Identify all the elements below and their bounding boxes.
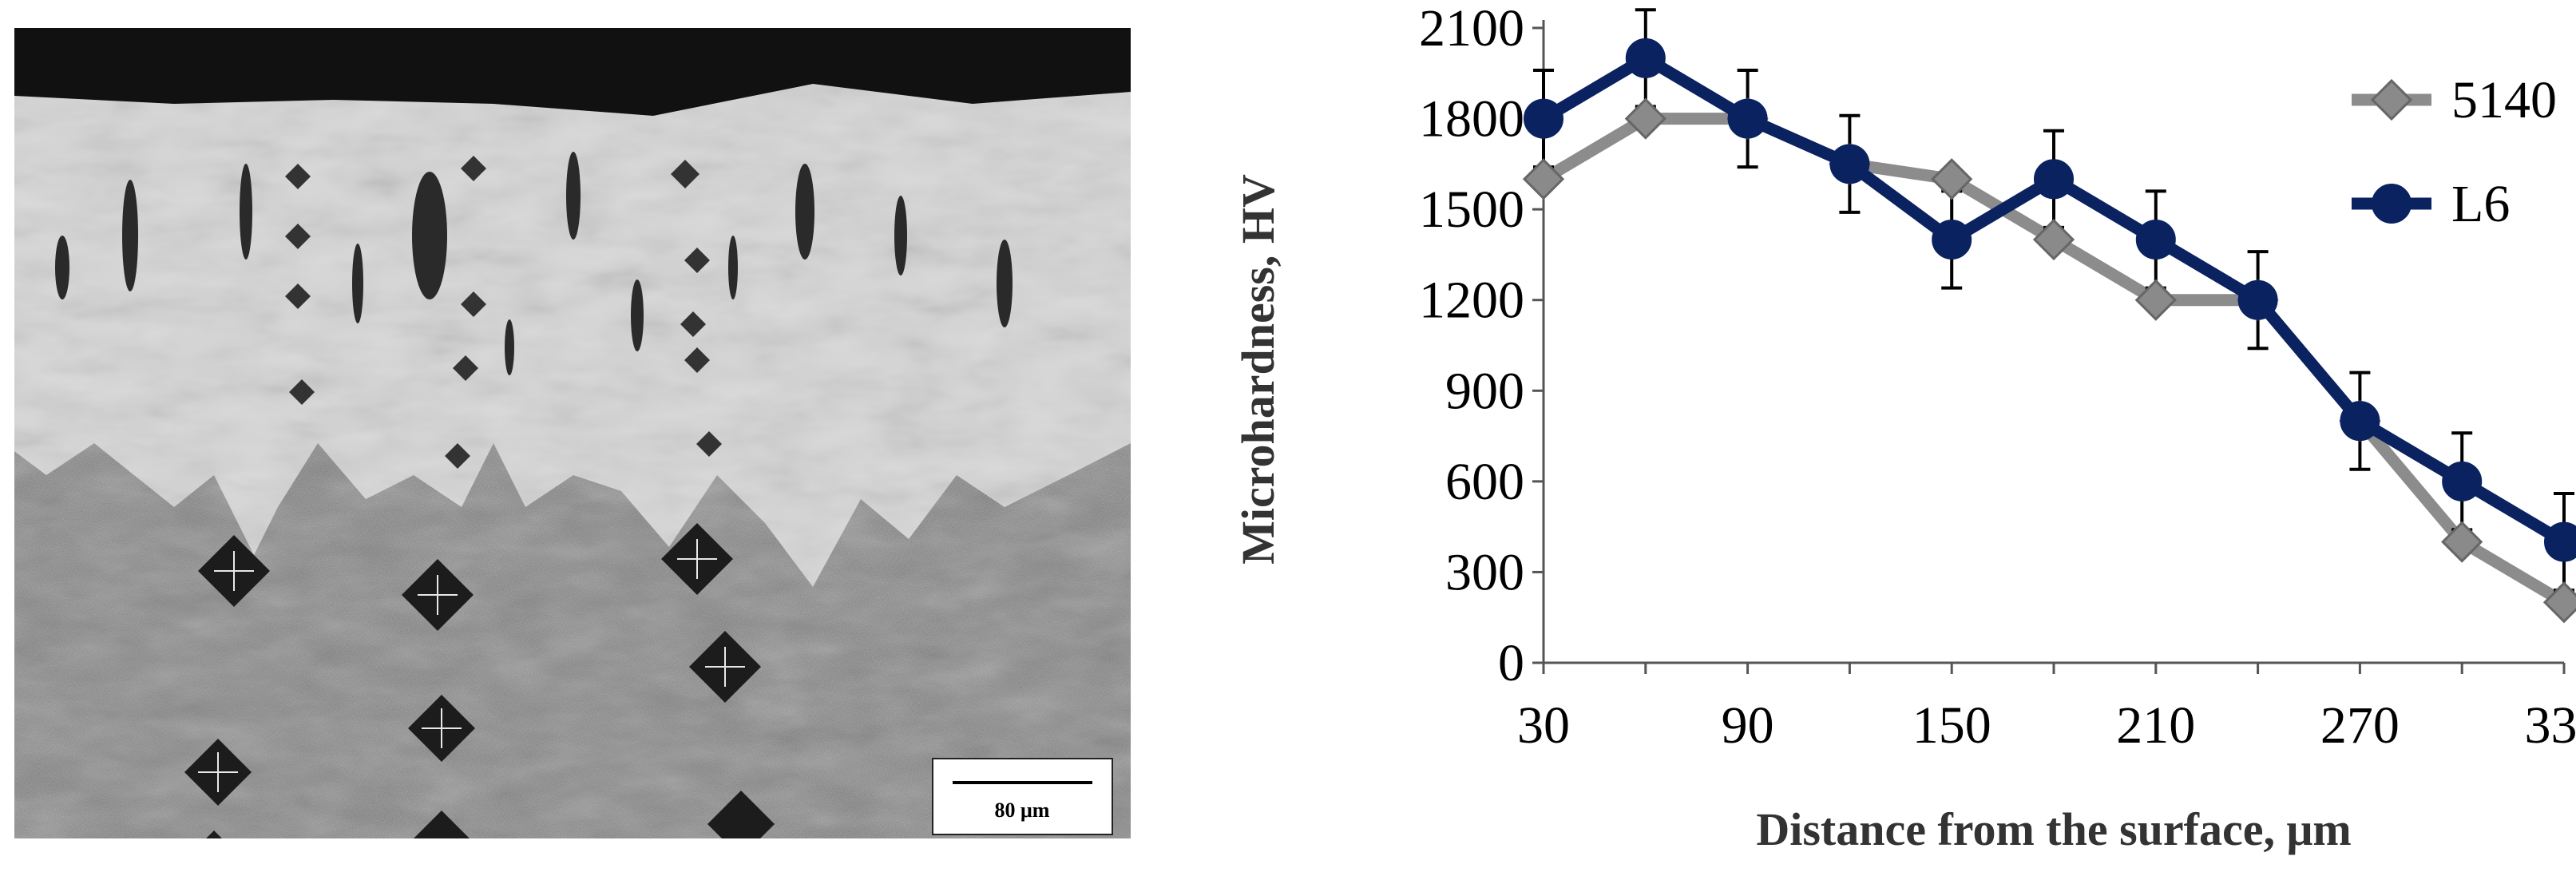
chart-legend: 5140 L6	[2352, 71, 2557, 233]
legend-l6-label: L6	[2451, 175, 2510, 233]
chart-svg: 0 300 600 900 1200 1500 1800 2100 30 90 150 210 270 3…	[1198, 0, 2576, 872]
micrograph-shading	[14, 28, 1131, 838]
legend-l6-marker	[2372, 184, 2411, 223]
series-l6-point	[2340, 402, 2379, 440]
series-l6-point	[1524, 100, 1563, 138]
series-l6-point	[1830, 145, 1869, 183]
series-l6-point	[1729, 100, 1767, 138]
series-l6-point	[2035, 160, 2073, 198]
surface-edge	[14, 28, 1131, 116]
y-tick-label: 1200	[1419, 272, 1524, 330]
micrograph-svg: 80 μm	[14, 28, 1131, 838]
series-l6-point	[2443, 462, 2481, 501]
y-tick-label: 1800	[1419, 90, 1524, 149]
x-tick-label: 90	[1722, 696, 1774, 755]
series-l6-point	[2545, 523, 2576, 561]
x-tick-label: 210	[2116, 696, 2195, 755]
y-tick-label: 300	[1445, 543, 1524, 601]
x-tick-label: 30	[1517, 696, 1570, 755]
legend-5140-label: 5140	[2451, 71, 2557, 129]
y-tick-label: 2100	[1419, 0, 1524, 57]
scale-bar: 80 μm	[933, 759, 1112, 834]
y-tick-label: 900	[1445, 362, 1524, 420]
legend-5140-marker	[2372, 81, 2411, 119]
y-tick-label: 1500	[1419, 180, 1524, 239]
y-tick-label: 600	[1445, 453, 1524, 511]
y-axis-title: Microhardness, HV	[1232, 174, 1284, 565]
x-axis-title: Distance from the surface, μm	[1756, 803, 2351, 855]
y-tick-label: 0	[1498, 634, 1524, 692]
scale-bar-box	[933, 759, 1112, 834]
x-tick-label: 330	[2525, 696, 2576, 755]
series-l6-point	[1627, 39, 1665, 77]
micrograph-image: 80 μm	[14, 28, 1131, 838]
scale-bar-label: 80 μm	[995, 799, 1050, 822]
x-tick-label: 150	[1912, 696, 1991, 755]
microhardness-chart: 0 300 600 900 1200 1500 1800 2100 30 90 150 210 270 3…	[1198, 0, 2576, 872]
chart-ticks: 0 300 600 900 1200 1500 1800 2100 30 90 150 210 270 3…	[1419, 0, 2576, 755]
series-l6-point	[2239, 281, 2277, 319]
series-l6-point	[1932, 220, 1971, 259]
x-tick-label: 270	[2320, 696, 2400, 755]
series-l6-point	[2137, 220, 2175, 259]
